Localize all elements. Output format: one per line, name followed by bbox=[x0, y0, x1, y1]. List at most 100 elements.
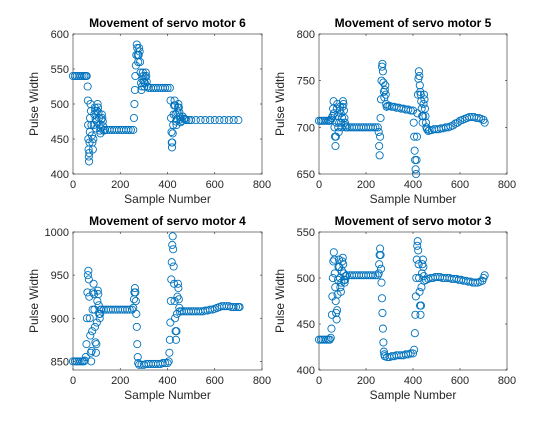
data-point bbox=[416, 301, 426, 310]
data-point bbox=[141, 68, 150, 77]
data-point bbox=[379, 78, 388, 87]
data-point bbox=[210, 116, 219, 125]
x-tick-label: 800 bbox=[498, 179, 516, 191]
y-tick-label: 550 bbox=[51, 64, 69, 76]
data-point bbox=[86, 348, 95, 357]
data-point bbox=[170, 279, 179, 288]
data-point bbox=[417, 269, 426, 278]
x-tick-label: 600 bbox=[206, 179, 224, 191]
data-point bbox=[412, 169, 421, 179]
data-point bbox=[76, 357, 85, 366]
data-point bbox=[229, 116, 238, 125]
data-point bbox=[90, 322, 100, 331]
data-point bbox=[86, 331, 95, 340]
x-tick-label: 200 bbox=[357, 375, 375, 387]
chart-title: Movement of servo motor 3 bbox=[335, 214, 492, 228]
data-point bbox=[480, 271, 489, 280]
data-point bbox=[379, 87, 388, 96]
data-point bbox=[130, 85, 139, 95]
chart-title: Movement of servo motor 6 bbox=[89, 16, 246, 30]
data-point bbox=[171, 314, 180, 323]
data-point bbox=[414, 260, 423, 269]
data-point bbox=[448, 121, 458, 130]
data-point bbox=[235, 302, 244, 312]
data-point bbox=[376, 132, 385, 141]
y-axis-label: Pulse Width bbox=[273, 72, 287, 136]
data-point bbox=[374, 269, 383, 278]
data-point bbox=[91, 348, 100, 357]
data-point bbox=[89, 134, 98, 144]
data-point bbox=[98, 113, 107, 123]
data-point bbox=[215, 116, 224, 125]
y-tick-label: 400 bbox=[51, 169, 69, 181]
data-point bbox=[173, 279, 182, 288]
x-tick-label: 800 bbox=[253, 375, 271, 387]
subplot-2: 0 200 400 600 800 650 700 750 800 Movement of ser… bbox=[273, 16, 516, 206]
data-point bbox=[124, 125, 133, 134]
data-point bbox=[340, 118, 349, 127]
data-point bbox=[172, 120, 181, 130]
data-point bbox=[143, 82, 152, 91]
data-point bbox=[412, 273, 421, 283]
data-point bbox=[480, 118, 489, 127]
data-point bbox=[322, 335, 331, 344]
data-point bbox=[330, 269, 339, 278]
data-point bbox=[421, 112, 430, 121]
data-point bbox=[375, 141, 384, 151]
chart-title: Movement of servo motor 5 bbox=[335, 16, 492, 30]
data-point bbox=[126, 125, 135, 134]
data-point bbox=[84, 266, 93, 275]
data-point bbox=[378, 324, 387, 333]
data-point bbox=[320, 335, 329, 344]
data-point bbox=[409, 118, 418, 127]
data-point bbox=[376, 264, 386, 273]
data-point bbox=[85, 314, 94, 323]
data-point bbox=[234, 116, 243, 125]
data-point bbox=[132, 322, 141, 331]
x-axis-label: Sample Number bbox=[370, 192, 457, 206]
data-point bbox=[411, 165, 420, 174]
data-point bbox=[181, 115, 190, 124]
data-point bbox=[329, 257, 338, 266]
data-point bbox=[327, 310, 336, 319]
x-axis-label: Sample Number bbox=[124, 388, 211, 402]
data-point bbox=[421, 118, 430, 127]
x-tick-label: 400 bbox=[404, 375, 422, 387]
data-point bbox=[380, 85, 389, 95]
data-point bbox=[82, 71, 91, 81]
data-point bbox=[334, 127, 343, 137]
data-point bbox=[133, 353, 142, 362]
data-point bbox=[411, 310, 420, 319]
data-point bbox=[383, 101, 392, 110]
data-point bbox=[375, 151, 384, 160]
data-point bbox=[320, 116, 329, 125]
y-tick-label: 950 bbox=[51, 270, 69, 282]
data-point bbox=[374, 127, 383, 137]
data-point bbox=[420, 95, 429, 104]
data-point bbox=[331, 283, 340, 292]
data-point bbox=[376, 250, 385, 260]
data-point bbox=[129, 113, 138, 123]
x-tick-label: 200 bbox=[111, 179, 129, 191]
data-point bbox=[167, 258, 176, 267]
data-point bbox=[130, 284, 139, 293]
data-point bbox=[142, 77, 151, 86]
data-point bbox=[142, 71, 151, 81]
series-markers bbox=[314, 237, 489, 362]
data-point bbox=[415, 81, 424, 90]
data-point bbox=[419, 99, 428, 109]
data-point bbox=[406, 106, 415, 115]
data-point bbox=[91, 338, 100, 347]
data-point bbox=[123, 305, 132, 314]
data-point bbox=[327, 113, 336, 123]
data-point bbox=[93, 99, 102, 109]
data-point bbox=[129, 125, 138, 134]
x-tick-label: 0 bbox=[70, 375, 76, 387]
data-point bbox=[453, 118, 462, 127]
data-point bbox=[412, 255, 421, 264]
data-point bbox=[131, 296, 140, 306]
data-point bbox=[337, 113, 347, 123]
data-point bbox=[341, 272, 350, 281]
data-point bbox=[326, 333, 335, 342]
data-point bbox=[176, 115, 185, 124]
